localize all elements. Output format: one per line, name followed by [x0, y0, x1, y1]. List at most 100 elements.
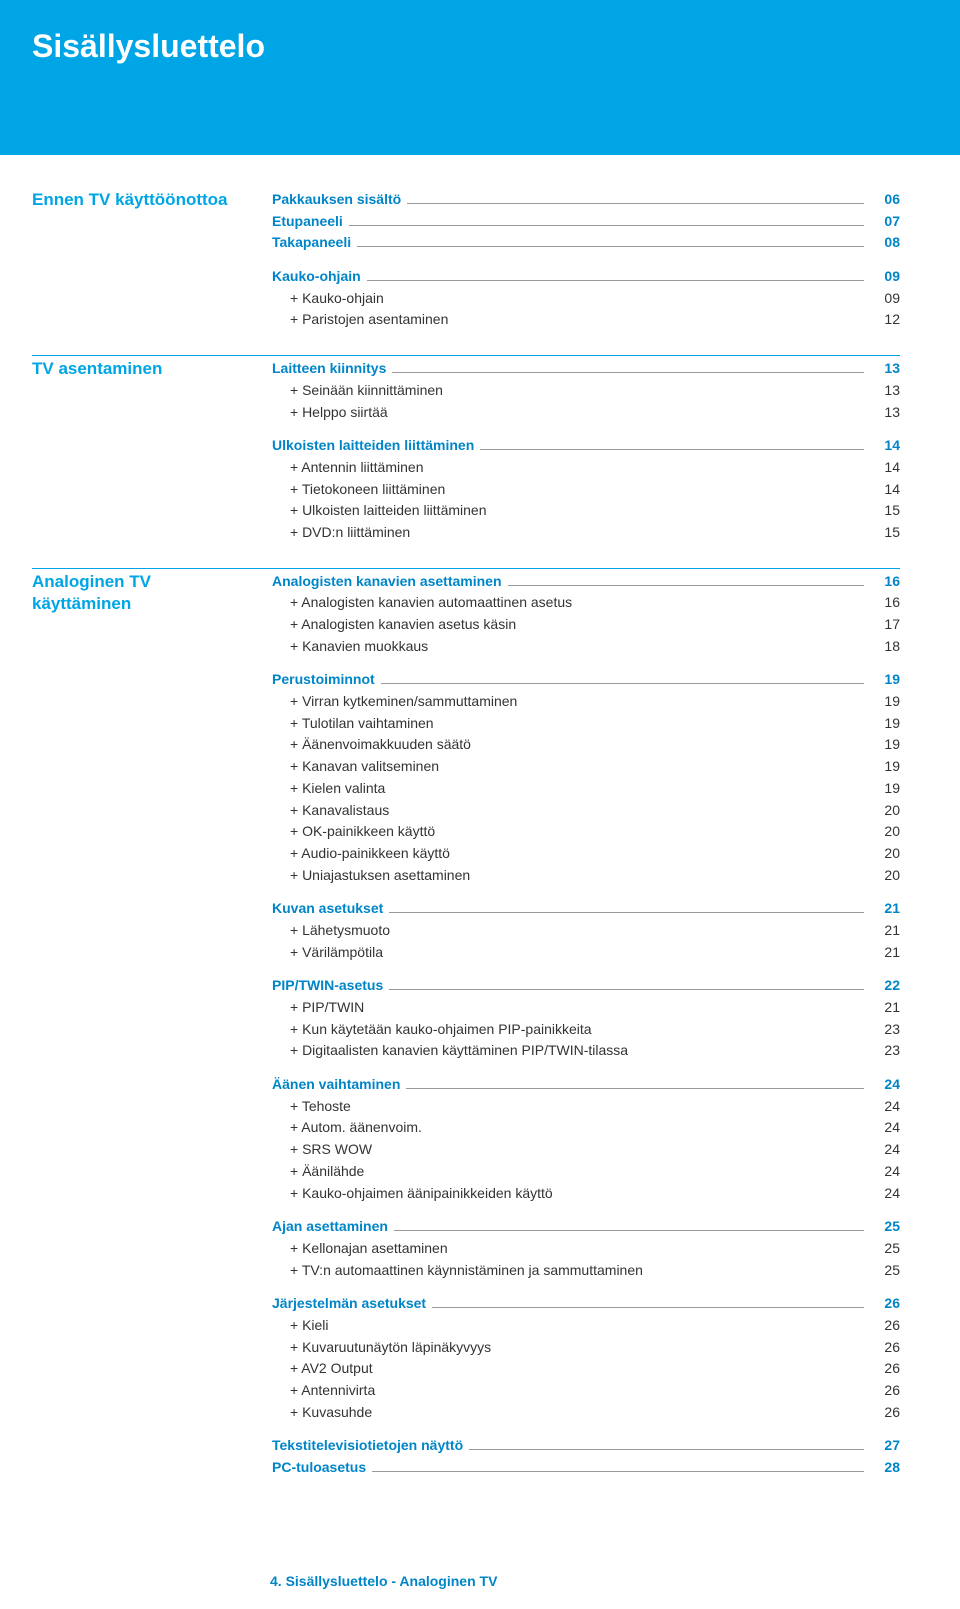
toc-page: 18 [870, 636, 900, 658]
toc-group: Perustoiminnot19+ Virran kytkeminen/samm… [272, 669, 900, 886]
toc-label: Ulkoisten laitteiden liittäminen [272, 435, 474, 457]
leader-line [389, 912, 864, 913]
toc-label: + Kanavalistaus [272, 800, 389, 822]
toc-item: + Tehoste24 [272, 1096, 900, 1118]
toc-group: Ajan asettaminen25+ Kellonajan asettamin… [272, 1216, 900, 1281]
toc-label: + Paristojen asentaminen [272, 309, 448, 331]
toc-page: 25 [870, 1216, 900, 1238]
toc-label: + Seinään kiinnittäminen [272, 380, 443, 402]
toc-page: 20 [870, 865, 900, 887]
toc-item: + Kuvasuhde26 [272, 1402, 900, 1424]
toc-label: + Tehoste [272, 1096, 351, 1118]
toc-page: 16 [870, 571, 900, 593]
toc-page: 24 [870, 1161, 900, 1183]
entries-cell: Laitteen kiinnitys13+ Seinään kiinnittäm… [272, 358, 900, 556]
toc-page: 13 [870, 380, 900, 402]
toc-page: 26 [870, 1337, 900, 1359]
toc-item: + Paristojen asentaminen12 [272, 309, 900, 331]
toc-section: Äänen vaihtaminen24 [272, 1074, 900, 1096]
toc-page: 19 [870, 778, 900, 800]
page-title: Sisällysluettelo [32, 28, 928, 65]
toc-label: + Virran kytkeminen/sammuttaminen [272, 691, 517, 713]
toc-label: Analogisten kanavien asettaminen [272, 571, 502, 593]
toc-page: 23 [870, 1019, 900, 1041]
toc-section: PIP/TWIN-asetus22 [272, 975, 900, 997]
toc-item: + Tulotilan vaihtaminen19 [272, 713, 900, 735]
toc-page: 19 [870, 756, 900, 778]
toc-group: Järjestelmän asetukset 26 + Kieli 26 + Kuvar… [272, 1293, 900, 1423]
leader-line [469, 1449, 864, 1450]
toc-label: + Kieli [272, 1315, 329, 1337]
toc-label: Kauko-ohjain [272, 266, 361, 288]
toc-item: + Kauko-ohjain09 [272, 288, 900, 310]
toc-label: + Ulkoisten laitteiden liittäminen [272, 500, 487, 522]
page-header: Sisällysluettelo [0, 0, 960, 155]
toc-item: + Kellonajan asettaminen 25 [272, 1238, 900, 1260]
leader-line [406, 1088, 864, 1089]
toc-label: + Analogisten kanavien asetus käsin [272, 614, 516, 636]
toc-page: 17 [870, 614, 900, 636]
toc-section: Laitteen kiinnitys13 [272, 358, 900, 380]
toc-label: + Äänilähde [272, 1161, 364, 1183]
toc-item: + Helppo siirtää13 [272, 402, 900, 424]
toc-label: Takapaneeli [272, 232, 351, 254]
toc-row: Analoginen TVkäyttäminenAnalogisten kana… [32, 571, 900, 1491]
toc-label: + Autom. äänenvoim. [272, 1117, 422, 1139]
toc-page: 24 [870, 1117, 900, 1139]
toc-label: + Antennivirta [272, 1380, 375, 1402]
toc-item: + Tietokoneen liittäminen14 [272, 479, 900, 501]
toc-label: + Kanavien muokkaus [272, 636, 428, 658]
divider [32, 568, 900, 569]
toc-label: + Äänenvoimakkuuden säätö [272, 734, 471, 756]
toc-page: 14 [870, 457, 900, 479]
toc-label: Järjestelmän asetukset [272, 1293, 426, 1315]
toc-page: 21 [870, 997, 900, 1019]
toc-label: + Analogisten kanavien automaattinen ase… [272, 592, 572, 614]
toc-label: + Kellonajan asettaminen [272, 1238, 448, 1260]
toc-page: 19 [870, 691, 900, 713]
category-label: käyttäminen [32, 593, 262, 615]
toc-label: + Audio-painikkeen käyttö [272, 843, 450, 865]
leader-line [381, 683, 864, 684]
toc-label: Perustoiminnot [272, 669, 375, 691]
toc-label: + AV2 Output [272, 1358, 373, 1380]
toc-section: Ulkoisten laitteiden liittäminen14 [272, 435, 900, 457]
toc-page: 21 [870, 920, 900, 942]
toc-page: 25 [870, 1238, 900, 1260]
toc-item: + Virran kytkeminen/sammuttaminen 19 [272, 691, 900, 713]
toc-group: Ulkoisten laitteiden liittäminen14+ Ante… [272, 435, 900, 543]
toc-section: Analogisten kanavien asettaminen 16 [272, 571, 900, 593]
toc-label: + Tietokoneen liittäminen [272, 479, 445, 501]
toc-group: Äänen vaihtaminen24+ Tehoste24+ Autom. ä… [272, 1074, 900, 1204]
toc-page: 19 [870, 713, 900, 735]
toc-page: 07 [870, 211, 900, 233]
toc-label: + Kuvaruutunäytön läpinäkyvyys [272, 1337, 491, 1359]
toc-item: + Kauko-ohjaimen äänipainikkeiden käyttö… [272, 1183, 900, 1205]
toc-section: PC-tuloasetus28 [272, 1457, 900, 1479]
toc-page: 23 [870, 1040, 900, 1062]
toc-item: + OK-painikkeen käyttö20 [272, 821, 900, 843]
toc-row: TV asentaminenLaitteen kiinnitys13+ Sein… [32, 358, 900, 556]
toc-item: + DVD:n liittäminen15 [272, 522, 900, 544]
toc-label: Äänen vaihtaminen [272, 1074, 400, 1096]
toc-section: Pakkauksen sisältö06 [272, 189, 900, 211]
toc-label: + Kauko-ohjain [272, 288, 384, 310]
toc-item: + Analogisten kanavien asetus käsin 17 [272, 614, 900, 636]
toc-label: + Lähetysmuoto [272, 920, 390, 942]
toc-label: + Digitaalisten kanavien käyttäminen PIP… [272, 1040, 628, 1062]
leader-line [407, 203, 864, 204]
toc-item: + PIP/TWIN21 [272, 997, 900, 1019]
toc-label: Laitteen kiinnitys [272, 358, 386, 380]
toc-label: Tekstitelevisiotietojen näyttö [272, 1435, 463, 1457]
leader-line [432, 1307, 864, 1308]
toc-page: 19 [870, 669, 900, 691]
toc-section: Kauko-ohjain09 [272, 266, 900, 288]
toc-section: Kuvan asetukset21 [272, 898, 900, 920]
toc-item: + Kanavien muokkaus 18 [272, 636, 900, 658]
toc-label: + Kielen valinta [272, 778, 385, 800]
toc-item: + Kielen valinta 19 [272, 778, 900, 800]
toc-item: + Antennivirta 26 [272, 1380, 900, 1402]
toc-page: 26 [870, 1380, 900, 1402]
toc-page: 13 [870, 402, 900, 424]
toc-page: 20 [870, 821, 900, 843]
